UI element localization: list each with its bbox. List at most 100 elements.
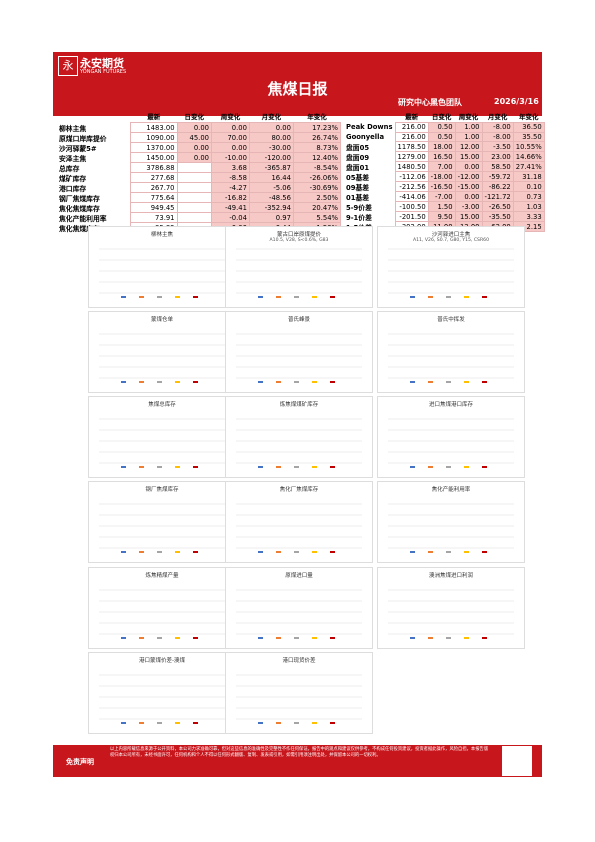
legend-swatch xyxy=(482,296,487,298)
cell: 73.91 xyxy=(129,212,178,223)
cell: 27.41% xyxy=(512,161,545,173)
legend-swatch xyxy=(193,296,198,298)
legend-swatch xyxy=(482,381,487,383)
panel-title: 炼焦精煤产量 xyxy=(145,573,179,579)
panel-title: 普氏峰景 xyxy=(287,317,310,323)
legend-swatch xyxy=(330,637,335,639)
table-row: 09基差 -212.56 -16.50 -15.00 -86.22 0.10 xyxy=(344,181,545,193)
chart-panel: 港口现货价差 xyxy=(225,652,373,734)
panel-title: 柳林主焦 xyxy=(150,232,173,238)
legend-swatch xyxy=(446,296,451,298)
column-header: 周变化 xyxy=(458,113,479,121)
plot-frame xyxy=(236,503,362,553)
header-row: 最新 日变化 周变化 月变化 年变化 xyxy=(344,110,544,123)
table-row: 盘面05 1178.50 18.00 12.00 -3.50 10.55% xyxy=(344,141,545,153)
legend-swatch xyxy=(157,551,162,553)
cell: -212.56 xyxy=(394,181,429,193)
cell: -16.50 xyxy=(427,181,456,193)
column-header xyxy=(57,110,130,123)
legend-swatch xyxy=(121,466,126,468)
cell: 0.00 xyxy=(248,122,294,133)
panel-title: 澳洲焦煤进口利润 xyxy=(428,573,473,579)
legend-swatch xyxy=(258,466,263,468)
cell: 5.54% xyxy=(292,212,342,223)
cell: 277.68 xyxy=(129,172,178,183)
header-band xyxy=(53,52,542,116)
legend-swatch xyxy=(330,466,335,468)
qr-code xyxy=(502,746,532,776)
cell: -12.00 xyxy=(454,171,483,183)
legend-swatch xyxy=(121,296,126,298)
legend-swatch xyxy=(139,722,144,724)
cell: -5.06 xyxy=(248,182,294,193)
row-name: 焦化焦煤库存 xyxy=(59,204,100,213)
plot-frame xyxy=(236,674,362,724)
cell: 1090.00 xyxy=(129,132,178,143)
column-header: 周变化 xyxy=(220,113,241,121)
row-name: 沙河驿蒙5# xyxy=(59,144,97,153)
row-name: 港口库存 xyxy=(59,184,87,193)
legend-swatch xyxy=(258,637,263,639)
legend-swatch xyxy=(482,466,487,468)
legend-swatch xyxy=(175,722,180,724)
right-table: 最新 日变化 周变化 月变化 年变化 Peak Downs 216.00 0.50 1.00 -8… xyxy=(344,110,545,233)
panel-title: 港口现货价差 xyxy=(282,658,316,664)
table-row: 柳林主焦 1483.00 0.00 0.00 0.00 17.23% xyxy=(57,122,342,133)
legend-swatch xyxy=(410,381,415,383)
cell: 9.50 xyxy=(427,211,456,223)
cell: 15.00 xyxy=(454,211,483,223)
legend-swatch xyxy=(464,381,469,383)
cell: -8.58 xyxy=(210,172,250,183)
legend-swatch xyxy=(276,381,281,383)
panel-subtitle: A11, V26, S0.7, G80, Y15, CSR60 xyxy=(412,238,490,243)
legend-swatch xyxy=(294,381,299,383)
cell: -16.82 xyxy=(210,192,250,203)
row-name: 05基差 xyxy=(346,173,370,182)
cell: 58.50 xyxy=(481,161,514,173)
title: 焦煤日报 xyxy=(267,80,328,98)
legend-swatch xyxy=(410,551,415,553)
cell: 80.00 xyxy=(248,132,294,143)
cell: 1483.00 xyxy=(129,122,178,133)
cell: 775.64 xyxy=(129,192,178,203)
legend-swatch xyxy=(312,637,317,639)
cell: -35.50 xyxy=(481,211,514,223)
cell: -112.06 xyxy=(394,171,429,183)
left-table: 最新 日变化 周变化 月变化 年变化 柳林主焦 1483.00 0.00 0.00 0.00 17.… xyxy=(57,110,342,233)
row-name: 柳林主焦 xyxy=(59,124,87,133)
cell: -26.50 xyxy=(481,201,514,213)
chart-panel: 炼焦煤煤矿库存 xyxy=(225,396,373,478)
team: 研究中心黑色团队 xyxy=(398,98,462,107)
cell: 216.00 xyxy=(394,122,429,133)
cell: -8.54% xyxy=(292,162,342,173)
table-row: 01基差 -414.06 -7.00 0.00 -121.72 0.73 xyxy=(344,191,545,203)
cell: 0.73 xyxy=(512,191,545,203)
cell xyxy=(176,182,212,193)
row-name: 盘面09 xyxy=(346,153,370,162)
cell: -100.50 xyxy=(394,201,429,213)
panel-title: 沙河驿进口主焦 xyxy=(431,232,471,238)
legend-swatch xyxy=(294,296,299,298)
legend-swatch xyxy=(446,466,451,468)
legend-swatch xyxy=(175,381,180,383)
panel-title: 蒙煤仓单 xyxy=(150,317,173,323)
legend-swatch xyxy=(464,296,469,298)
legend-swatch xyxy=(276,296,281,298)
row-name: 钢厂焦煤库存 xyxy=(59,194,100,203)
legend-swatch xyxy=(428,637,433,639)
panel-title: 蒙古口岸原煤提价 xyxy=(276,232,321,238)
legend-swatch xyxy=(312,296,317,298)
legend-swatch xyxy=(121,551,126,553)
table-row: 煤矿库存 277.68 -8.58 16.44 -26.06% xyxy=(57,172,342,183)
panel-title: 焦化产能利用率 xyxy=(431,487,471,493)
panel-subtitle: A10.5, V28, S<0.6%, G83 xyxy=(269,238,329,243)
cell: 0.50 xyxy=(427,131,456,143)
legend-swatch xyxy=(193,637,198,639)
cell: 45.00 xyxy=(176,132,212,143)
legend-swatch xyxy=(410,296,415,298)
cell: 36.50 xyxy=(512,122,545,133)
chart-panel: 炼焦精煤产量 xyxy=(88,567,236,649)
cell: 17.23% xyxy=(292,122,342,133)
cell: -201.50 xyxy=(394,211,429,223)
